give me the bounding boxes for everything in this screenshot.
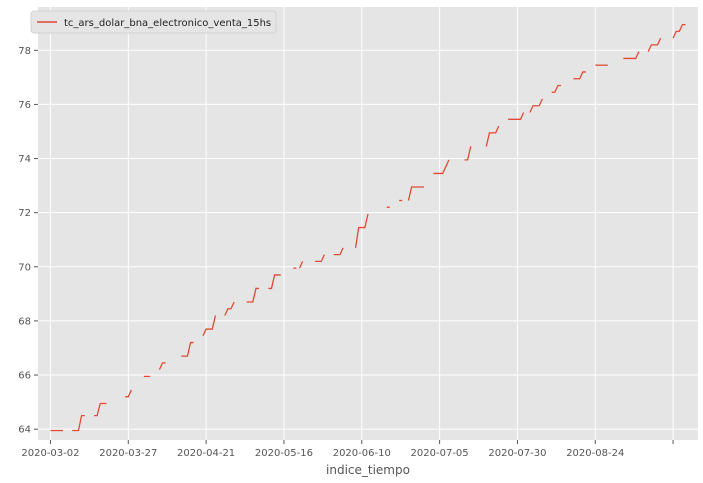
series-line-segment (125, 389, 132, 398)
series-line-segment (485, 125, 500, 147)
plot-area (38, 7, 698, 440)
y-tick-label: 70 (18, 262, 31, 273)
x-tick-label: 2020-05-16 (255, 448, 313, 459)
x-tick-label: 2020-06-10 (333, 448, 391, 459)
legend-label: tc_ars_dolar_bna_electronico_venta_15hs (64, 18, 271, 29)
series-line-segment (433, 159, 450, 175)
series-line-segment (315, 254, 326, 263)
series-layer (50, 23, 686, 432)
series-line-segment (551, 84, 562, 93)
series-line-segment (181, 341, 194, 357)
series-line-segment (672, 23, 686, 39)
series-line-segment (224, 301, 235, 316)
series-line-segment (623, 51, 640, 60)
series-line-segment (508, 112, 525, 120)
y-tick-label: 74 (18, 154, 31, 165)
y-tick-label: 72 (18, 208, 31, 219)
x-tick-label: 2020-08-24 (566, 448, 624, 459)
x-axis-label: indice_tiempo (326, 463, 410, 477)
series-line-segment (94, 402, 107, 417)
series-line-segment (333, 247, 344, 256)
grid (38, 7, 698, 440)
series-line-segment (407, 186, 425, 201)
y-tick-label: 68 (18, 316, 31, 327)
y-tick-label: 64 (18, 425, 31, 436)
series-line-segment (268, 274, 281, 290)
series-line-segment (72, 414, 85, 432)
x-tick-label: 2020-04-21 (177, 448, 235, 459)
series-line-segment (573, 71, 586, 80)
x-tick-label: 2020-03-27 (99, 448, 157, 459)
series-line-segment (202, 315, 217, 337)
series-line-segment (158, 362, 166, 370)
x-tick-label: 2020-07-05 (411, 448, 469, 459)
series-line-segment (464, 146, 472, 161)
series-line-segment (298, 261, 304, 269)
series-line-segment (354, 213, 369, 248)
axis-ticks: 2020-03-02 2020-03-27 2020-04-21 2020-05-16… (18, 46, 674, 459)
y-tick-label: 66 (18, 371, 31, 382)
series-line-segment (529, 98, 543, 113)
legend-box (30, 10, 277, 34)
y-tick-label: 76 (18, 100, 31, 111)
x-tick-label: 2020-07-30 (488, 448, 546, 459)
series-line-segment (246, 287, 260, 303)
y-tick-label: 78 (18, 46, 31, 57)
x-tick-label: 2020-03-02 (21, 448, 79, 459)
series-line-segment (647, 37, 662, 52)
legend[interactable]: tc_ars_dolar_bna_electronico_venta_15hs (30, 10, 277, 34)
